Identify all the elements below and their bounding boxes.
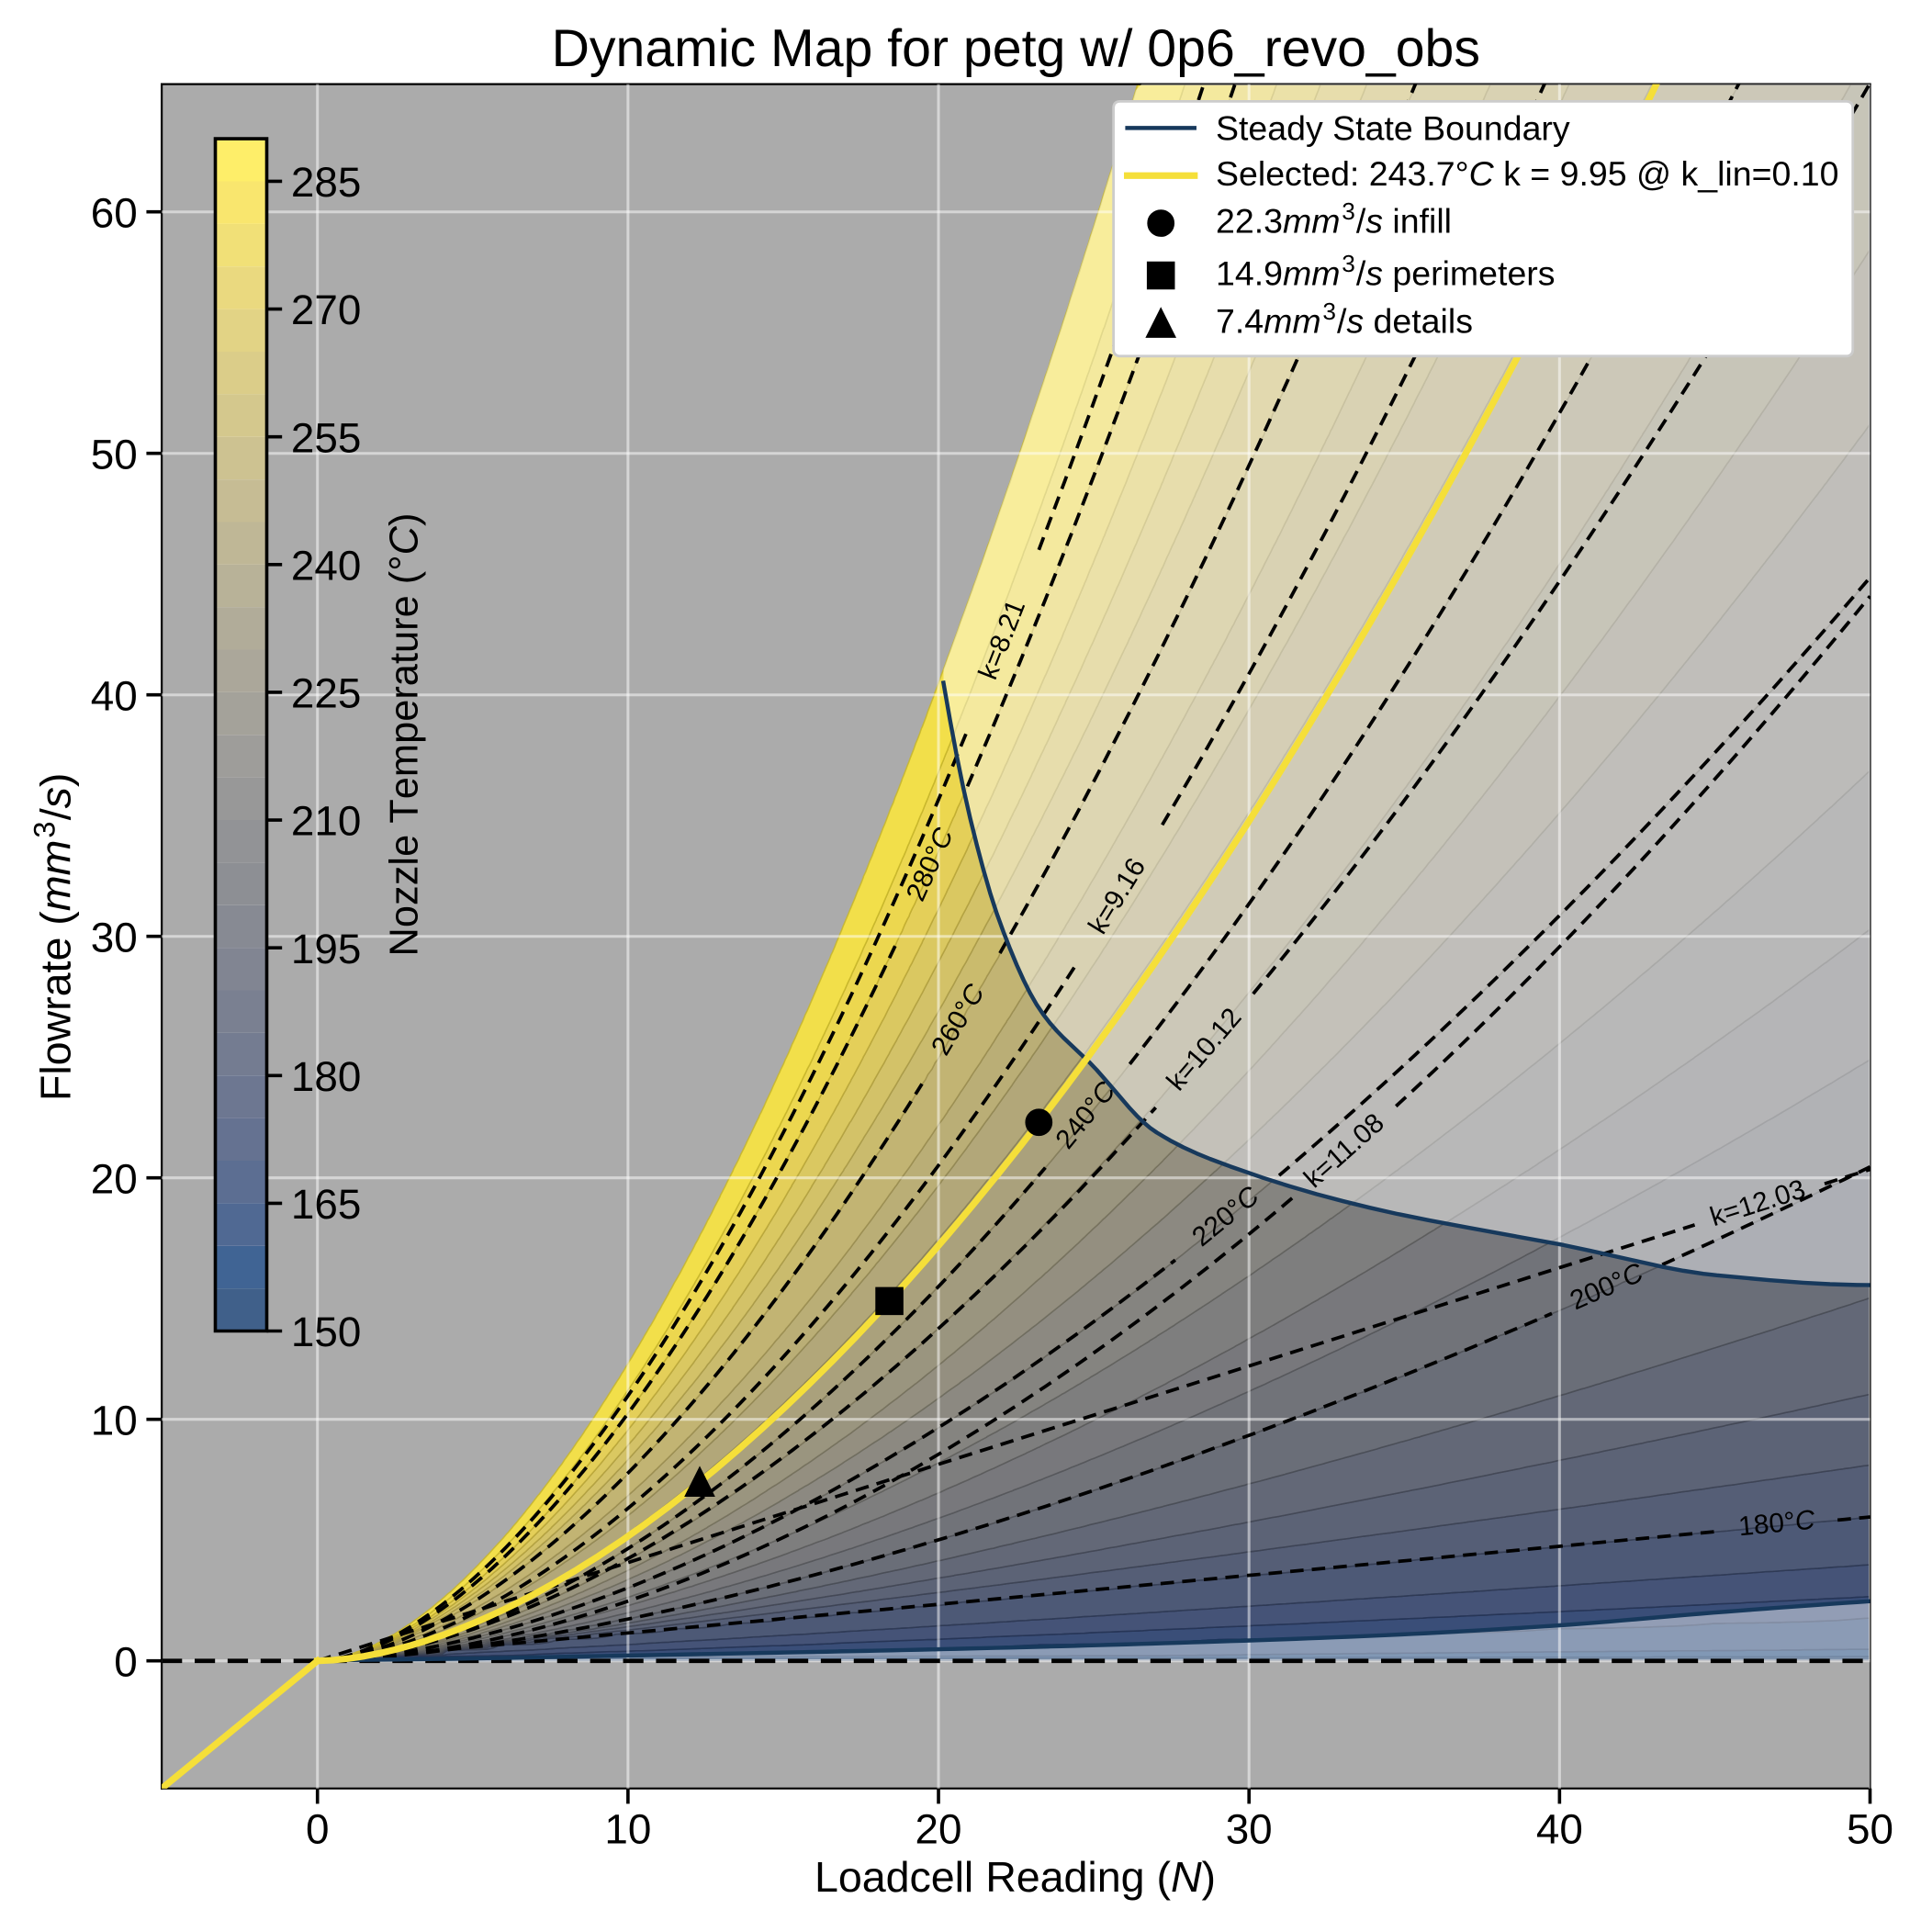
svg-text:0: 0 <box>114 1638 138 1685</box>
svg-text:2 0 0 °: 2 0 0 ° C <box>1561 1246 1649 1319</box>
svg-text:30: 30 <box>91 914 138 960</box>
svg-text:0: 0 <box>306 1805 330 1852</box>
svg-text:2 2 . 3: 2 2 . 3 / i n f i l l m m s 3 <box>1216 197 1463 242</box>
svg-text:2 4 0 °: 2 4 0 ° C <box>1040 1068 1124 1156</box>
svg-text:255: 255 <box>291 414 361 461</box>
svg-text:Dynamic Map for petg w/ 0p6_re: Dynamic Map for petg w/ 0p6_revo_obs <box>552 19 1480 78</box>
svg-text:30: 30 <box>1226 1805 1273 1852</box>
svg-text:225: 225 <box>291 670 361 717</box>
svg-text:150: 150 <box>291 1309 361 1355</box>
svg-text:285: 285 <box>291 159 361 206</box>
svg-text:50: 50 <box>91 431 138 477</box>
svg-text:1 4 . 9: 1 4 . 9 / p e r i m e t e r s m m s 3 <box>1216 249 1567 294</box>
svg-text:10: 10 <box>91 1397 138 1443</box>
svg-text:N o z z: N o z z l e T e m p e r a t u r e ( ° ) … <box>381 501 426 956</box>
svg-text:10: 10 <box>604 1805 651 1852</box>
svg-text:1 8 0 °: 1 8 0 ° C <box>1736 1493 1817 1545</box>
svg-text:60: 60 <box>91 189 138 236</box>
svg-text:50: 50 <box>1847 1805 1893 1852</box>
svg-text:240: 240 <box>291 542 361 589</box>
svg-text:20: 20 <box>916 1805 962 1852</box>
svg-text:180: 180 <box>291 1053 361 1100</box>
svg-text:7 . 4 /: 7 . 4 / d e t a i l s m m s 3 <box>1216 297 1484 342</box>
svg-text:270: 270 <box>291 286 361 333</box>
svg-text:L o a d: L o a d c e l l R e a d i n g ( ) N <box>814 1853 1227 1901</box>
svg-text:195: 195 <box>291 926 361 972</box>
svg-text:2 6 0 °: 2 6 0 ° C <box>916 972 994 1061</box>
svg-text:165: 165 <box>291 1181 361 1228</box>
svg-text:Steady State Boundary: Steady State Boundary <box>1216 109 1570 148</box>
svg-text:20: 20 <box>91 1155 138 1202</box>
svg-text:210: 210 <box>291 798 361 845</box>
svg-text:40: 40 <box>1536 1805 1583 1852</box>
svg-text:40: 40 <box>91 672 138 719</box>
svg-text:F l o w: F l o w r a t e ( / ) m m s 3 <box>27 761 79 1101</box>
svg-text:S e l e: S e l e c t e d : 2 4 3 . 7 ° k = 9 . <box>1216 150 1850 195</box>
